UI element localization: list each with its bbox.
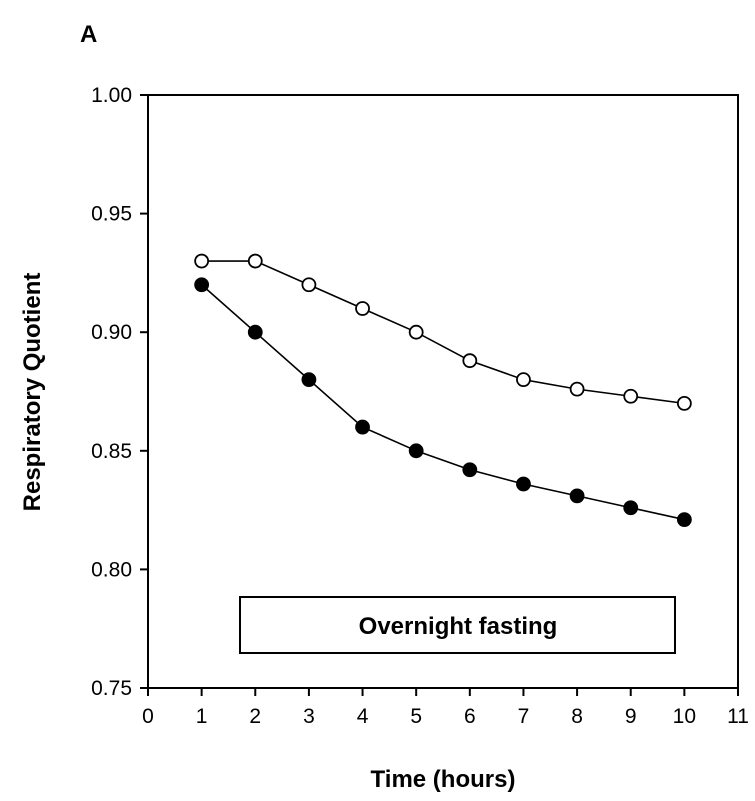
y-axis: 0.75 0.80 0.85 0.90 0.95 1.00 — [91, 84, 148, 700]
series-1-point — [355, 301, 370, 316]
x-tick-label: 8 — [571, 705, 583, 728]
series-1-point — [408, 324, 424, 340]
x-tick-label: 2 — [249, 705, 261, 728]
series-1-line — [201, 260, 685, 405]
series-2-point — [462, 462, 478, 478]
x-axis-title: Time (hours) — [371, 766, 516, 793]
series-1-point — [676, 395, 692, 411]
annotation-text: Overnight fasting — [359, 613, 558, 640]
x-tick-label: 6 — [464, 705, 476, 728]
plot-area — [147, 94, 739, 689]
annotation-box: Overnight fasting — [239, 596, 676, 654]
series-2-line — [201, 284, 685, 521]
series-2-point — [676, 512, 692, 527]
x-tick-label: 9 — [625, 705, 637, 728]
y-tick-label: 0.95 — [91, 203, 132, 226]
y-tick-label: 0.75 — [91, 677, 132, 700]
x-tick-label: 4 — [357, 705, 369, 728]
x-tick-label: 7 — [518, 705, 530, 728]
series-2-point — [194, 277, 210, 293]
series-layer — [194, 253, 692, 527]
y-axis-title: Respiratory Quotient — [19, 273, 46, 512]
y-tick-label: 1.00 — [91, 84, 132, 107]
series-2-point — [516, 476, 531, 492]
x-tick-label: 3 — [303, 705, 315, 728]
x-tick-label: 11 — [727, 705, 749, 728]
y-tick-label: 0.85 — [91, 440, 132, 463]
series-1-point — [194, 253, 210, 269]
x-tick-label: 10 — [673, 705, 696, 728]
series-2-point — [408, 443, 424, 459]
series-2-point — [623, 500, 639, 516]
series-2-point — [301, 372, 317, 388]
x-tick-label: 0 — [142, 705, 154, 728]
x-tick-label: 5 — [410, 705, 422, 728]
series-1-point — [301, 277, 317, 293]
y-tick-label: 0.90 — [91, 321, 132, 344]
series-2-point — [355, 419, 370, 435]
y-tick-label: 0.80 — [91, 558, 132, 581]
series-1-point — [462, 353, 478, 369]
x-axis: 0 1 2 3 4 5 6 7 8 9 10 11 — [142, 688, 749, 728]
series-1-point — [569, 381, 585, 397]
series-2-point — [569, 488, 585, 504]
series-2-point — [247, 324, 263, 340]
series-1-point — [623, 388, 639, 404]
series-1-point — [247, 253, 263, 269]
series-1-point — [516, 372, 531, 388]
panel-label: A — [80, 21, 97, 48]
annotation-frame — [239, 596, 676, 654]
x-tick-label: 1 — [196, 705, 208, 728]
